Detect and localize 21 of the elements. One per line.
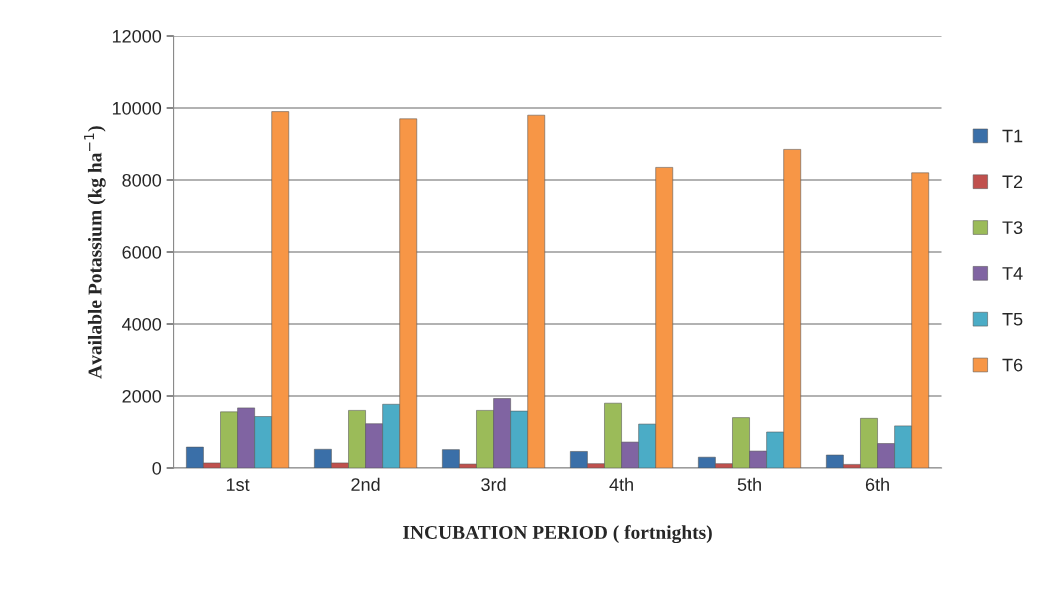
legend-label: T2 <box>1002 175 1023 188</box>
x-tick-label: 1st <box>226 478 250 491</box>
x-tick-label: 4th <box>609 477 633 491</box>
y-tick-label: 0 <box>152 461 162 475</box>
y-axis-title: Available Potassium (kg ha$^{−1}$) <box>84 126 106 379</box>
x-tick-label: 3rd <box>481 477 506 491</box>
x-tick-label: 6th <box>865 477 889 491</box>
y-tick-label: 8000 <box>122 173 162 187</box>
y-tick-label: 4000 <box>122 317 162 331</box>
legend-label: T6 <box>1002 358 1023 372</box>
legend-label: T5 <box>1002 313 1023 326</box>
x-tick-label: 2nd <box>351 477 380 491</box>
legend-label: T1 <box>1002 129 1023 143</box>
x-axis-title: INCUBATION PERIOD ( fortnights) <box>403 525 712 544</box>
y-tick-label: 6000 <box>122 245 162 259</box>
y-tick-label: 12000 <box>112 29 162 43</box>
y-tick-label: 2000 <box>122 389 162 403</box>
legend-label: T4 <box>1002 267 1023 280</box>
x-tick-label: 5th <box>737 477 761 491</box>
y-tick-label: 10000 <box>112 101 162 115</box>
legend-label: T3 <box>1002 221 1023 234</box>
